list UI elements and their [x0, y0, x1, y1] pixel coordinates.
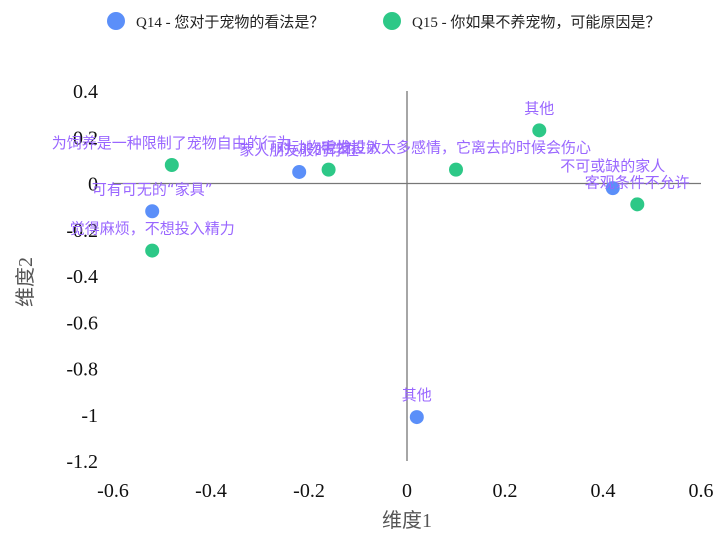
data-points — [145, 123, 645, 425]
q15-point — [321, 162, 336, 177]
point-label: 客观条件不允许 — [585, 173, 690, 191]
y-tick-label: 0 — [88, 174, 98, 196]
point-label: 可有可无的“家具” — [92, 180, 213, 198]
q14-point — [145, 204, 160, 219]
y-tick-label: -0.2 — [66, 220, 98, 242]
x-tick-label: -0.4 — [195, 480, 227, 502]
y-tick-label: -0.8 — [66, 359, 98, 381]
y-tick-label: 0.2 — [73, 127, 98, 149]
tick-labels: -0.6 -0.4 -0.2 0 0.2 0.4 0.6 0.4 0.2 0 -0.2 -0.4 -0.… — [66, 81, 713, 502]
q15-point — [532, 123, 547, 138]
q15-point — [449, 162, 463, 177]
q14-point — [409, 410, 424, 425]
y-tick-label: -0.4 — [66, 266, 98, 288]
y-tick-label: -0.6 — [66, 312, 98, 334]
point-label: 其他 — [402, 386, 432, 404]
point-label: 觉得麻烦，不想投入精力 — [70, 220, 235, 238]
data-labels: 可有可无的“家具”家人朋友般的存在其他不可或缺的家人为饲养是一种限制了宠物自由的… — [52, 99, 690, 404]
point-label: 其他 — [524, 99, 554, 117]
q15-point — [145, 243, 160, 258]
y-axis-title: 维度2 — [14, 257, 37, 307]
x-tick-label: 0.4 — [591, 480, 616, 502]
q15-point — [164, 158, 179, 172]
legend-marker-q14 — [107, 12, 125, 30]
point-label: 害怕投入太多感情，它离去的时候会伤心 — [321, 139, 591, 157]
y-tick-label: 0.4 — [73, 81, 98, 103]
point-label: 不可或缺的家人 — [560, 157, 665, 175]
x-tick-label: 0.6 — [689, 480, 714, 502]
x-tick-label: -0.2 — [293, 480, 325, 502]
legend-marker-q15 — [383, 12, 401, 30]
y-tick-label: -1 — [81, 405, 98, 427]
x-tick-label: -0.6 — [97, 480, 129, 502]
y-tick-label: -1.2 — [66, 451, 98, 473]
axes — [113, 91, 701, 461]
point-label: 家人朋友般的存在 — [239, 141, 359, 159]
q15-point — [630, 197, 645, 212]
x-tick-label: 0 — [402, 480, 412, 502]
legend-label-q15: Q15 - 你如果不养宠物，可能原因是？ — [412, 14, 660, 31]
x-tick-label: 0.2 — [493, 480, 518, 502]
point-label: 为饲养是一种限制了宠物自由的行为 — [52, 134, 292, 152]
point-label: 对动物毛发过敏 — [276, 139, 381, 157]
q14-point — [292, 164, 307, 179]
x-axis-title: 维度1 — [382, 509, 432, 532]
legend-label-q14: Q14 - 您对于宠物的看法是？ — [136, 14, 324, 31]
legend: Q14 - 您对于宠物的看法是？ Q15 - 你如果不养宠物，可能原因是？ — [107, 12, 660, 31]
q14-point — [605, 181, 620, 196]
